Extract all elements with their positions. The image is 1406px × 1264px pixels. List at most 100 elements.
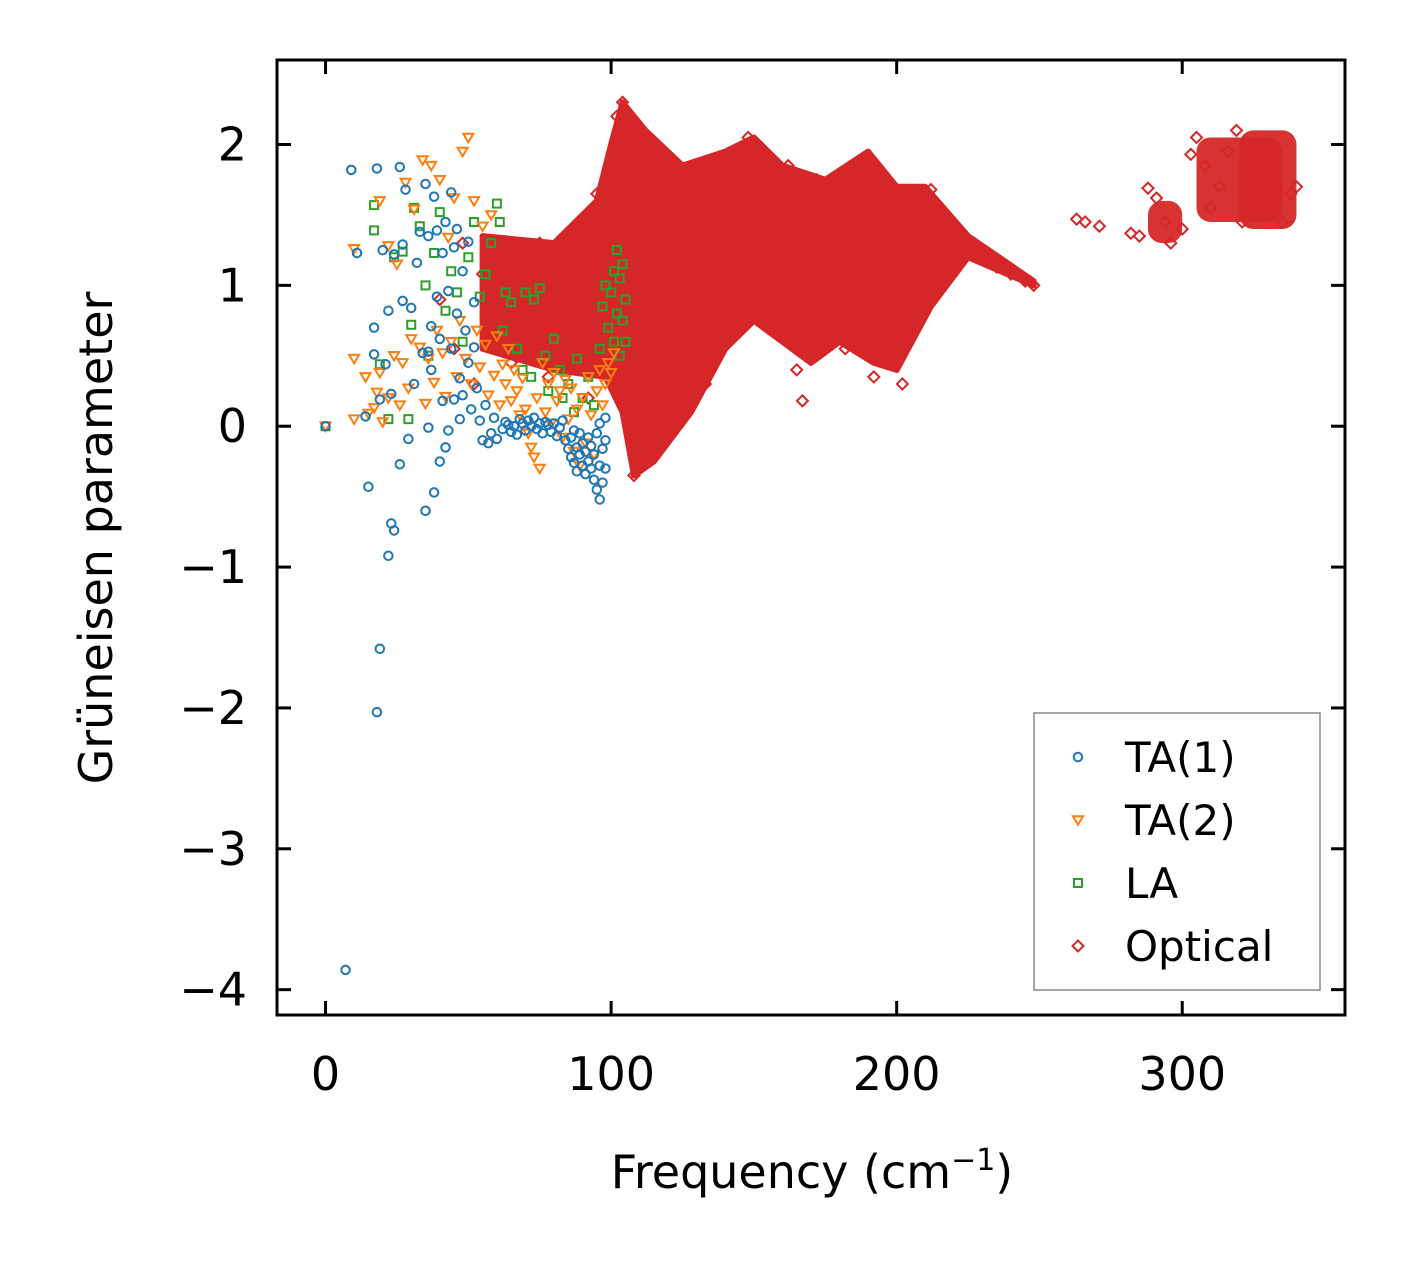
marker-ta-2--40 <box>467 196 481 208</box>
marker-optical-73 <box>1026 278 1041 293</box>
marker-optical-82 <box>1163 236 1178 251</box>
marker-ta-2--31 <box>441 232 456 245</box>
marker-ta-1--30 <box>417 347 428 359</box>
marker-optical-87 <box>1203 200 1218 215</box>
marker-ta-2--9 <box>373 367 387 380</box>
marker-ta-1--100 <box>568 425 580 436</box>
marker-optical-17 <box>598 306 613 321</box>
marker-ta-2--86 <box>598 379 613 391</box>
marker-ta-1--43 <box>434 333 446 345</box>
marker-ta-2--13 <box>387 351 401 363</box>
marker-la-29 <box>511 343 522 354</box>
x-tick-label-100: 100 <box>567 1047 655 1101</box>
legend-marker-2 <box>1073 878 1083 888</box>
marker-optical-49 <box>809 172 824 187</box>
marker-optical-20 <box>615 95 630 110</box>
marker-ta-2--78 <box>575 393 590 405</box>
marker-la-39 <box>557 393 568 404</box>
marker-ta-2--70 <box>552 386 567 398</box>
marker-optical-5 <box>484 313 499 328</box>
marker-optical-45 <box>781 158 796 173</box>
marker-ta-2--48 <box>490 331 504 343</box>
marker-optical-96 <box>1263 200 1278 215</box>
marker-ta-1--46 <box>440 442 451 453</box>
marker-ta-2--58 <box>518 404 533 417</box>
marker-optical-75 <box>1078 215 1093 229</box>
marker-ta-1--32 <box>420 178 431 190</box>
marker-optical-70 <box>989 260 1004 274</box>
marker-la-24 <box>491 198 502 209</box>
marker-la-53 <box>611 245 622 256</box>
marker-ta-2--80 <box>581 372 596 384</box>
marker-la-14 <box>434 207 445 218</box>
x-tick-label-0: 0 <box>311 1047 340 1101</box>
marker-optical-13 <box>561 341 576 356</box>
marker-optical-53 <box>838 341 853 356</box>
marker-la-17 <box>451 287 462 298</box>
marker-ta-2--84 <box>592 365 607 377</box>
marker-ta-1--118 <box>594 460 605 471</box>
marker-la-45 <box>588 400 599 411</box>
marker-ta-2--69 <box>550 396 564 408</box>
marker-ta-2--64 <box>535 358 550 370</box>
marker-optical-28 <box>661 208 676 222</box>
marker-la-22 <box>480 269 491 280</box>
marker-optical-91 <box>1235 215 1250 229</box>
marker-optical-66 <box>932 208 947 222</box>
marker-optical-15 <box>581 391 596 405</box>
legend-label-1: TA(2) <box>1124 796 1236 845</box>
marker-ta-1--83 <box>523 415 534 426</box>
marker-ta-2--65 <box>538 407 553 419</box>
marker-ta-1--69 <box>480 399 491 411</box>
y-tick-label-6: −4 <box>179 963 247 1017</box>
marker-optical-100 <box>1289 179 1304 194</box>
marker-ta-1--34 <box>423 346 434 357</box>
marker-optical-92 <box>1240 165 1255 180</box>
marker-optical-76 <box>1092 219 1107 234</box>
legend-label-0: TA(1) <box>1124 733 1236 782</box>
marker-optical-97 <box>1269 172 1284 187</box>
marker-optical-44 <box>775 327 790 342</box>
marker-ta-2--17 <box>398 177 413 190</box>
marker-ta-2--50 <box>495 359 510 371</box>
optical-band-fill <box>479 99 1037 479</box>
marker-optical-40 <box>746 236 761 251</box>
marker-ta-1--29 <box>414 226 426 238</box>
marker-ta-2--53 <box>504 396 518 408</box>
marker-ta-1--63 <box>465 404 477 415</box>
marker-optical-25 <box>638 130 653 145</box>
marker-ta-1--14 <box>383 550 394 562</box>
marker-ta-1--21 <box>394 161 406 173</box>
marker-la-49 <box>603 322 614 333</box>
marker-optical-61 <box>895 377 910 391</box>
marker-ta-1--64 <box>468 342 480 353</box>
marker-la-57 <box>617 315 628 326</box>
marker-ta-1--23 <box>397 239 408 250</box>
marker-optical-58 <box>875 208 890 222</box>
marker-ta-1--125 <box>600 412 611 424</box>
marker-la-35 <box>540 350 551 361</box>
marker-la-55 <box>614 350 625 361</box>
marker-ta-2--85 <box>595 400 610 412</box>
marker-la-16 <box>446 266 457 277</box>
marker-ta-1--45 <box>437 247 448 259</box>
marker-ta-2--63 <box>532 463 547 476</box>
x-axis-title: Frequency (cm−1) <box>611 1143 1014 1199</box>
marker-ta-1--59 <box>457 389 468 401</box>
marker-optical-63 <box>912 200 927 215</box>
marker-ta-2--52 <box>501 344 516 356</box>
marker-ta-1--7 <box>368 322 380 333</box>
marker-ta-2--36 <box>455 146 470 159</box>
marker-la-2 <box>369 225 380 236</box>
marker-ta-1--17 <box>385 388 397 400</box>
marker-ta-1--72 <box>488 412 500 424</box>
marker-optical-23 <box>627 468 641 483</box>
marker-optical-81 <box>1158 215 1173 229</box>
marker-la-28 <box>506 297 517 308</box>
y-tick-label-1: 1 <box>218 258 247 312</box>
marker-optical-59 <box>884 292 898 307</box>
marker-ta-2--41 <box>470 325 484 338</box>
marker-optical-35 <box>712 172 727 187</box>
marker-la-8 <box>406 319 417 330</box>
marker-ta-1--66 <box>471 382 483 394</box>
